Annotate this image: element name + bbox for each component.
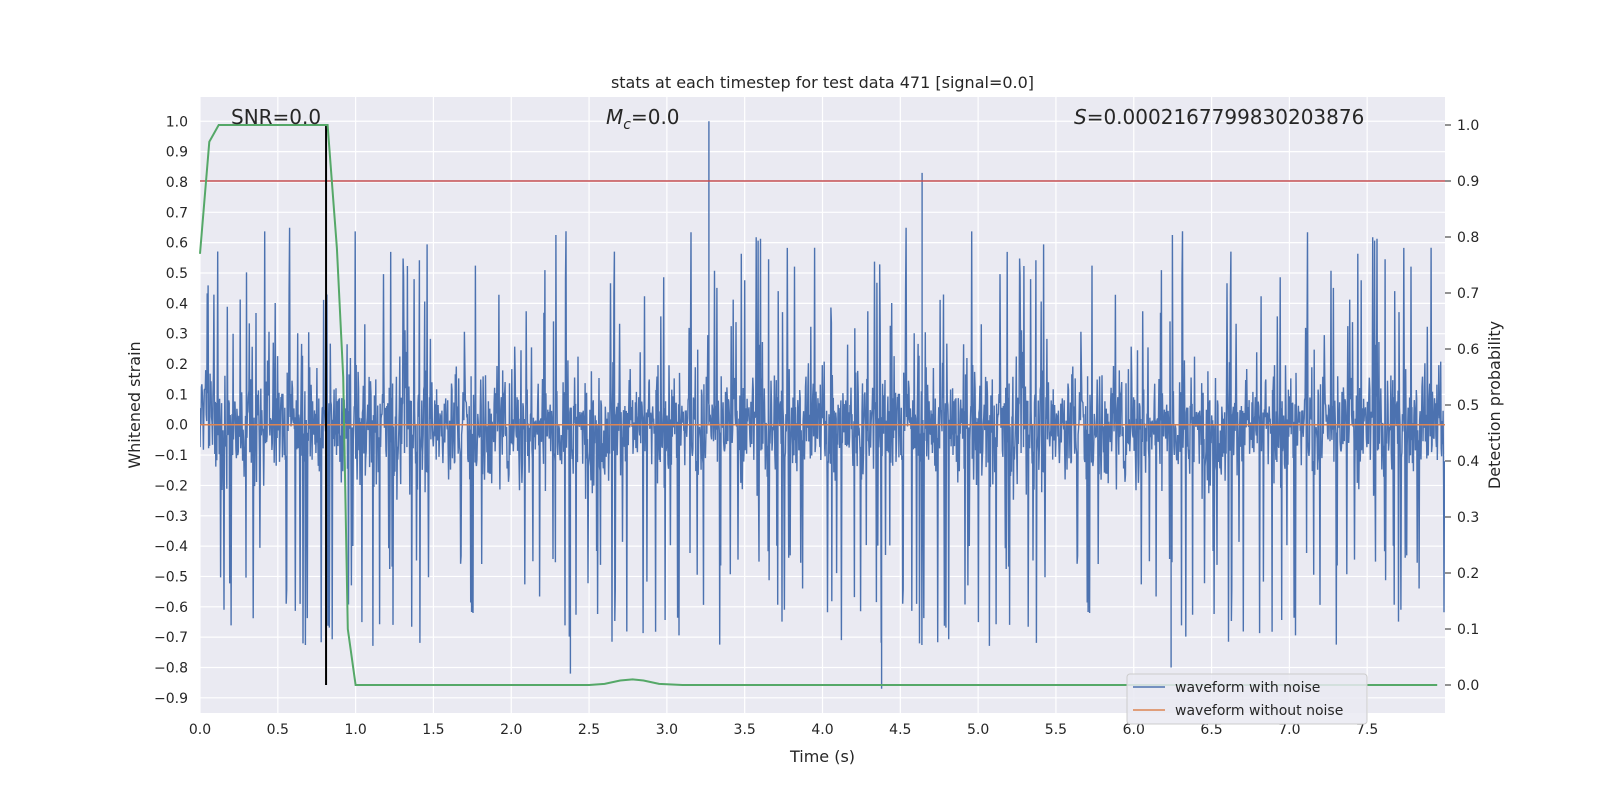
statistic-annotation: S=0.0002167799830203876 <box>1074 105 1364 129</box>
y-left-tick-label: −0.1 <box>154 448 188 464</box>
chirp-mass-annotation: Mc=0.0 <box>606 105 680 133</box>
series-detection-probability <box>199 124 1438 686</box>
x-tick-label: 3.5 <box>734 722 756 738</box>
x-tick-label: 0.0 <box>189 722 211 738</box>
x-axis: 0.0 0.5 1.0 1.5 2.0 2.5 3.0 3.5 4.0 4.5 5.0 5.5 6.0 6… <box>189 722 1378 738</box>
mc-value: =0.0 <box>631 105 680 129</box>
y-left-tick-label: −0.5 <box>154 569 188 585</box>
s-symbol: S <box>1074 105 1087 129</box>
y-left-tick-label: 0.2 <box>166 357 188 373</box>
legend-box <box>1126 673 1368 725</box>
x-axis-label: Time (s) <box>789 747 855 766</box>
y-right-tick-label: 0.0 <box>1457 678 1479 694</box>
y-left-tick-label: 0.9 <box>166 145 188 161</box>
legend-label-waveform-without-noise: waveform without noise <box>1175 703 1343 719</box>
y-left-tick-label: 0.0 <box>166 418 188 434</box>
y-right-tick-label: 0.7 <box>1457 286 1479 302</box>
snr-annotation: SNR=0.0 <box>231 105 321 129</box>
x-tick-label: 4.0 <box>811 722 833 738</box>
x-tick-label: 6.5 <box>1200 722 1222 738</box>
noise-trace <box>200 121 1445 689</box>
legend: waveform with noise waveform without noi… <box>1126 673 1368 725</box>
y-right-tick-label: 0.2 <box>1457 566 1479 582</box>
y-left-tick-label: −0.2 <box>154 478 188 494</box>
chart-title: stats at each timestep for test data 471… <box>611 73 1034 92</box>
x-tick-label: 1.0 <box>344 722 366 738</box>
s-value: =0.0002167799830203876 <box>1087 105 1365 129</box>
x-tick-label: 0.5 <box>267 722 289 738</box>
y-left-tick-label: 0.4 <box>166 296 188 312</box>
y-right-tick-label: 0.5 <box>1457 398 1479 414</box>
y-right-tick-label: 0.6 <box>1457 342 1479 358</box>
y-left-tick-label: 0.5 <box>166 266 188 282</box>
y-left-tick-label: −0.9 <box>154 691 188 707</box>
x-tick-label: 5.5 <box>1045 722 1067 738</box>
x-tick-label: 3.0 <box>656 722 678 738</box>
y-left-tick-label: 0.6 <box>166 236 188 252</box>
x-tick-label: 2.5 <box>578 722 600 738</box>
y-left-tick-label: 0.1 <box>166 387 188 403</box>
x-tick-label: 1.5 <box>422 722 444 738</box>
y-right-tick-label: 0.9 <box>1457 174 1479 190</box>
mc-symbol: M <box>606 105 623 129</box>
y-left-tick-label: −0.8 <box>154 660 188 676</box>
x-tick-label: 7.0 <box>1278 722 1300 738</box>
y-left-tick-label: 1.0 <box>166 114 188 130</box>
y-left-tick-label: 0.8 <box>166 175 188 191</box>
y-axis-right: 1.0 0.9 0.8 0.7 0.6 0.5 0.4 0.3 0.2 0.1 0.0 <box>1445 118 1479 694</box>
y-right-tick-label: 0.1 <box>1457 622 1479 638</box>
y-left-tick-label: −0.7 <box>154 630 188 646</box>
x-tick-label: 7.5 <box>1356 722 1378 738</box>
series-waveform-with-noise <box>200 121 1445 689</box>
y-right-tick-label: 0.4 <box>1457 454 1479 470</box>
x-tick-label: 2.0 <box>500 722 522 738</box>
x-tick-label: 4.5 <box>889 722 911 738</box>
y-right-tick-label: 0.8 <box>1457 230 1479 246</box>
legend-label-waveform-with-noise: waveform with noise <box>1175 680 1320 696</box>
y-left-tick-label: 0.7 <box>166 205 188 221</box>
y-axis-left: 1.0 0.9 0.8 0.7 0.6 0.5 0.4 0.3 0.2 0.1 0.0 −0.1 −0.… <box>154 114 188 707</box>
x-tick-label: 6.0 <box>1123 722 1145 738</box>
y-right-tick-label: 1.0 <box>1457 118 1479 134</box>
x-tick-label: 5.0 <box>967 722 989 738</box>
y-axis-label-right: Detection probability <box>1485 321 1504 489</box>
y-left-tick-label: −0.6 <box>154 600 188 616</box>
mc-subscript: c <box>623 117 631 133</box>
y-left-tick-label: 0.3 <box>166 327 188 343</box>
y-right-tick-label: 0.3 <box>1457 510 1479 526</box>
y-axis-label-left: Whitened strain <box>125 341 144 468</box>
y-left-tick-label: −0.3 <box>154 509 188 525</box>
y-left-tick-label: −0.4 <box>154 539 188 555</box>
